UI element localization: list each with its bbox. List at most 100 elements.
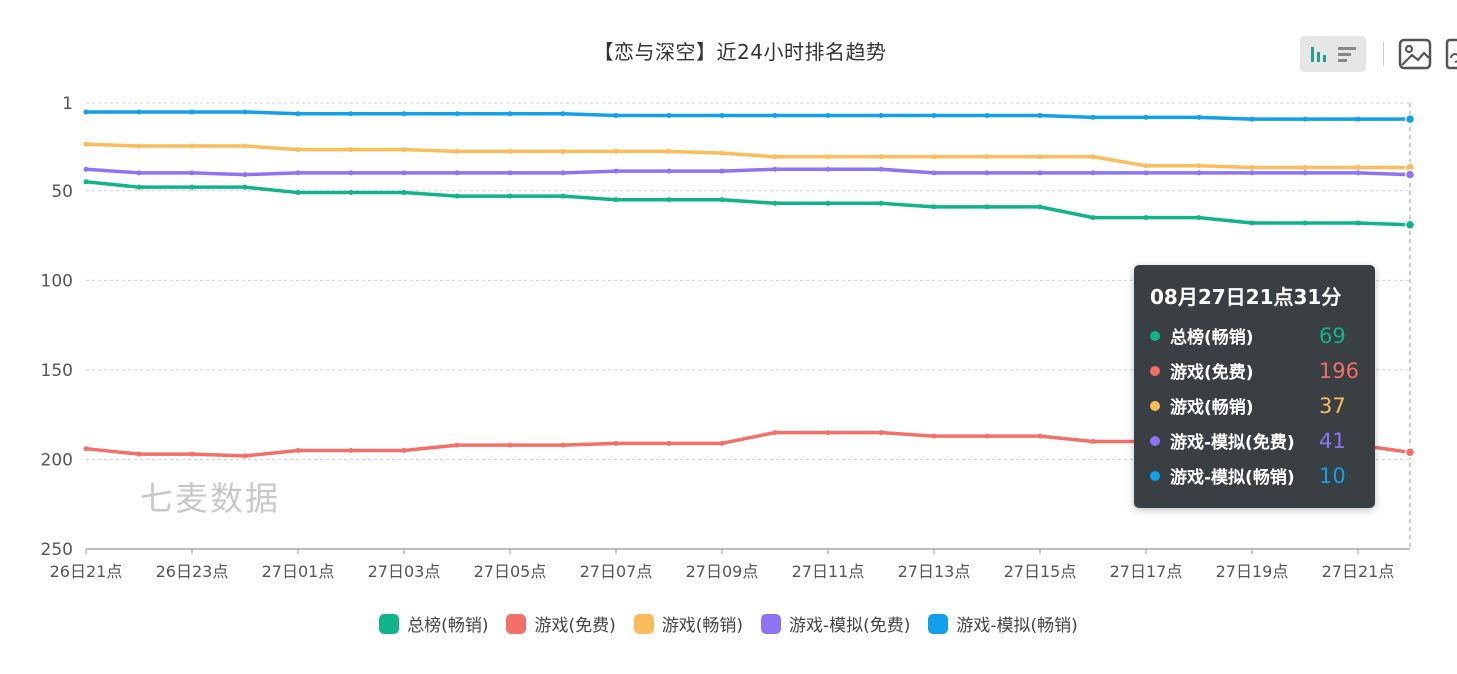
- data-point[interactable]: [984, 113, 990, 119]
- data-point[interactable]: [1355, 116, 1361, 122]
- data-point[interactable]: [560, 170, 566, 176]
- data-point[interactable]: [878, 113, 884, 119]
- data-point[interactable]: [1404, 113, 1416, 125]
- data-point[interactable]: [878, 166, 884, 172]
- data-point[interactable]: [189, 184, 195, 190]
- data-point[interactable]: [931, 170, 937, 176]
- data-point[interactable]: [401, 447, 407, 453]
- data-point[interactable]: [772, 200, 778, 206]
- data-point[interactable]: [560, 442, 566, 448]
- list-toggle-icon[interactable]: [1337, 44, 1357, 64]
- data-point[interactable]: [825, 154, 831, 160]
- data-point[interactable]: [83, 179, 89, 185]
- data-point[interactable]: [295, 447, 301, 453]
- data-point[interactable]: [401, 190, 407, 196]
- data-point[interactable]: [242, 453, 248, 459]
- data-point[interactable]: [825, 200, 831, 206]
- data-point[interactable]: [136, 184, 142, 190]
- data-point[interactable]: [772, 113, 778, 119]
- data-point[interactable]: [931, 204, 937, 210]
- data-point[interactable]: [401, 111, 407, 117]
- legend-item[interactable]: 游戏-模拟(免费): [760, 611, 910, 636]
- data-point[interactable]: [719, 197, 725, 203]
- data-point[interactable]: [136, 170, 142, 176]
- data-point[interactable]: [613, 440, 619, 446]
- data-point[interactable]: [242, 143, 248, 149]
- data-point[interactable]: [348, 190, 354, 196]
- data-point[interactable]: [1404, 169, 1416, 180]
- series-line-3[interactable]: [85, 167, 1411, 177]
- data-point[interactable]: [242, 109, 248, 115]
- data-point[interactable]: [1143, 215, 1149, 221]
- data-point[interactable]: [772, 154, 778, 160]
- data-point[interactable]: [825, 113, 831, 119]
- series-line-0[interactable]: [85, 180, 1411, 227]
- data-point[interactable]: [242, 172, 248, 178]
- data-point[interactable]: [1037, 154, 1043, 160]
- data-point[interactable]: [613, 197, 619, 203]
- data-point[interactable]: [560, 193, 566, 199]
- data-point[interactable]: [83, 141, 89, 147]
- data-point[interactable]: [136, 143, 142, 149]
- data-point[interactable]: [401, 170, 407, 176]
- data-point[interactable]: [295, 111, 301, 117]
- save-image-icon[interactable]: [1398, 38, 1432, 70]
- data-point[interactable]: [1249, 116, 1255, 122]
- data-point[interactable]: [1404, 447, 1416, 458]
- legend-item[interactable]: 总榜(畅销): [379, 611, 488, 636]
- data-point[interactable]: [1249, 164, 1255, 170]
- data-point[interactable]: [1196, 215, 1202, 221]
- data-point[interactable]: [83, 109, 89, 115]
- data-point[interactable]: [507, 193, 513, 199]
- data-point[interactable]: [1196, 170, 1202, 176]
- data-point[interactable]: [825, 166, 831, 172]
- data-point[interactable]: [348, 111, 354, 117]
- data-point[interactable]: [719, 168, 725, 174]
- data-point[interactable]: [189, 109, 195, 115]
- data-point[interactable]: [454, 170, 460, 176]
- data-point[interactable]: [1355, 164, 1361, 170]
- data-point[interactable]: [348, 447, 354, 453]
- data-point[interactable]: [454, 193, 460, 199]
- data-point[interactable]: [295, 190, 301, 196]
- data-point[interactable]: [772, 430, 778, 436]
- data-point[interactable]: [666, 440, 672, 446]
- chart-type-toggle[interactable]: [1300, 36, 1366, 72]
- data-point[interactable]: [1302, 116, 1308, 122]
- data-point[interactable]: [507, 148, 513, 154]
- data-point[interactable]: [984, 170, 990, 176]
- data-point[interactable]: [136, 109, 142, 115]
- data-point[interactable]: [136, 451, 142, 457]
- data-point[interactable]: [1143, 114, 1149, 120]
- data-point[interactable]: [1090, 170, 1096, 176]
- data-point[interactable]: [1090, 154, 1096, 160]
- data-point[interactable]: [507, 170, 513, 176]
- data-point[interactable]: [454, 442, 460, 448]
- data-point[interactable]: [189, 170, 195, 176]
- data-point[interactable]: [772, 166, 778, 172]
- data-point[interactable]: [507, 111, 513, 117]
- data-point[interactable]: [401, 147, 407, 153]
- data-point[interactable]: [1037, 433, 1043, 439]
- data-point[interactable]: [984, 204, 990, 210]
- data-point[interactable]: [1249, 220, 1255, 226]
- data-point[interactable]: [825, 430, 831, 436]
- data-point[interactable]: [560, 111, 566, 117]
- data-point[interactable]: [1037, 204, 1043, 210]
- legend-item[interactable]: 游戏(畅销): [633, 611, 743, 636]
- data-point[interactable]: [878, 430, 884, 436]
- data-point[interactable]: [1090, 114, 1096, 120]
- bar-line-toggle-icon[interactable]: [1309, 44, 1329, 64]
- data-point[interactable]: [507, 442, 513, 448]
- legend-item[interactable]: 游戏-模拟(畅销): [928, 611, 1078, 636]
- data-point[interactable]: [719, 150, 725, 156]
- data-point[interactable]: [83, 446, 89, 452]
- data-point[interactable]: [189, 451, 195, 457]
- data-point[interactable]: [295, 147, 301, 153]
- data-point[interactable]: [613, 148, 619, 154]
- data-point[interactable]: [666, 197, 672, 203]
- series-line-4[interactable]: [86, 110, 1410, 121]
- data-point[interactable]: [931, 433, 937, 439]
- data-point[interactable]: [1355, 170, 1361, 176]
- data-point[interactable]: [1302, 164, 1308, 170]
